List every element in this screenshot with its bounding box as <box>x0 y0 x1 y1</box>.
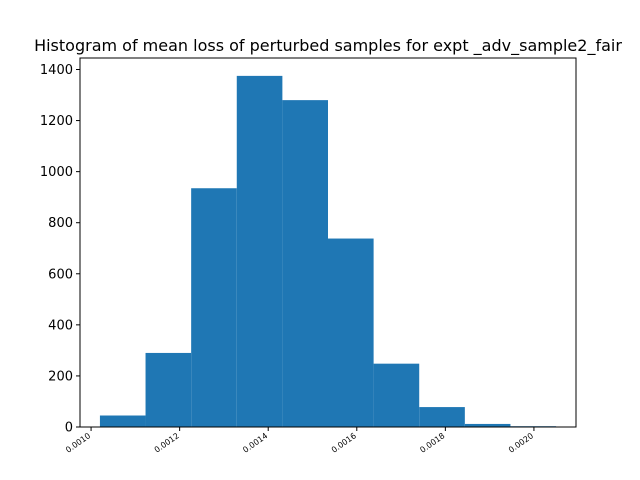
y-tick-label: 600 <box>48 267 73 282</box>
y-axis: 0 200 400 600 800 1000 1200 1400 <box>40 63 80 436</box>
x-tick-label: 0.0014 <box>241 431 269 454</box>
histogram-bar <box>236 75 283 427</box>
y-tick-label: 800 <box>48 216 73 231</box>
x-tick-label: 0.0020 <box>507 431 535 454</box>
histogram-bar <box>99 415 146 427</box>
y-tick-label: 1200 <box>40 114 73 129</box>
histogram-bar <box>145 352 192 427</box>
chart-title: Histogram of mean loss of perturbed samp… <box>34 36 622 56</box>
histogram-bar <box>419 407 465 427</box>
y-tick-label: 200 <box>48 369 73 384</box>
y-tick-label: 0 <box>65 421 73 436</box>
plot-frame <box>79 57 577 428</box>
y-tick-label: 400 <box>48 318 73 333</box>
histogram-bar <box>328 238 374 427</box>
x-tick-label: 0.0016 <box>330 431 358 454</box>
histogram-bar <box>191 188 237 427</box>
histogram-bar <box>373 363 420 427</box>
y-tick-label: 1400 <box>40 63 73 78</box>
y-tick-label: 1000 <box>40 165 73 180</box>
x-axis: 0.0010 0.0012 0.0014 0.0016 0.0018 0.0020 <box>64 427 535 455</box>
histogram-bar <box>282 100 328 427</box>
bars-group <box>99 75 557 427</box>
x-tick-label: 0.0018 <box>418 431 446 454</box>
histogram-bar <box>464 423 511 427</box>
x-tick-label: 0.0012 <box>153 431 181 454</box>
